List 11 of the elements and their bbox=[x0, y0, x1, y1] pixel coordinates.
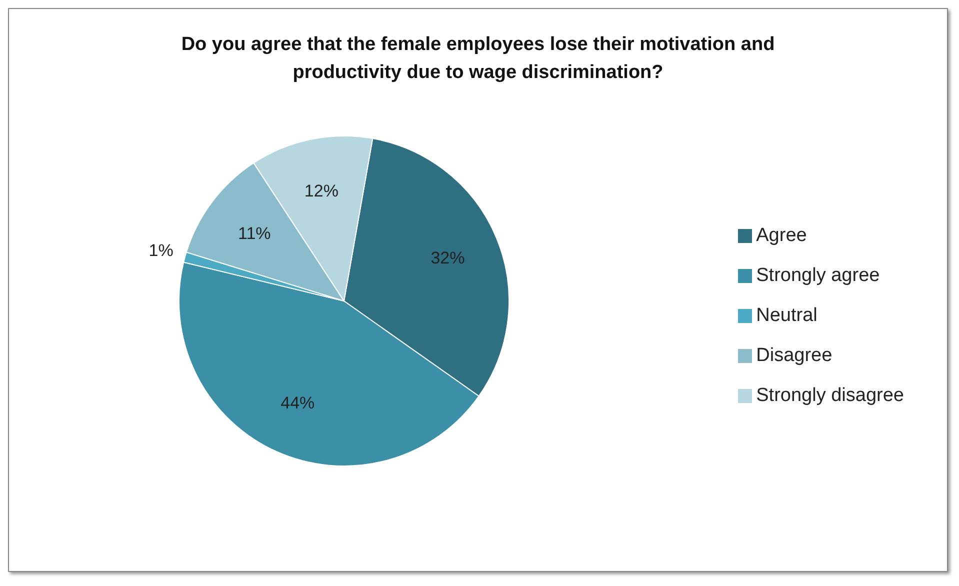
data-label: 44% bbox=[280, 394, 315, 413]
chart-title: Do you agree that the female employees lose their motivation and productivity due to wage discrimination? bbox=[180, 33, 776, 85]
data-label: 1% bbox=[148, 241, 174, 260]
data-label: 32% bbox=[430, 248, 465, 268]
legend-label: Disagree bbox=[756, 345, 832, 366]
legend-label: Agree bbox=[756, 225, 807, 246]
legend-label: Neutral bbox=[756, 305, 818, 326]
legend-label: Strongly disagree bbox=[756, 385, 904, 406]
data-label: 11% bbox=[238, 224, 271, 243]
data-label: 12% bbox=[304, 182, 338, 201]
legend-label: Strongly agree bbox=[756, 265, 880, 286]
